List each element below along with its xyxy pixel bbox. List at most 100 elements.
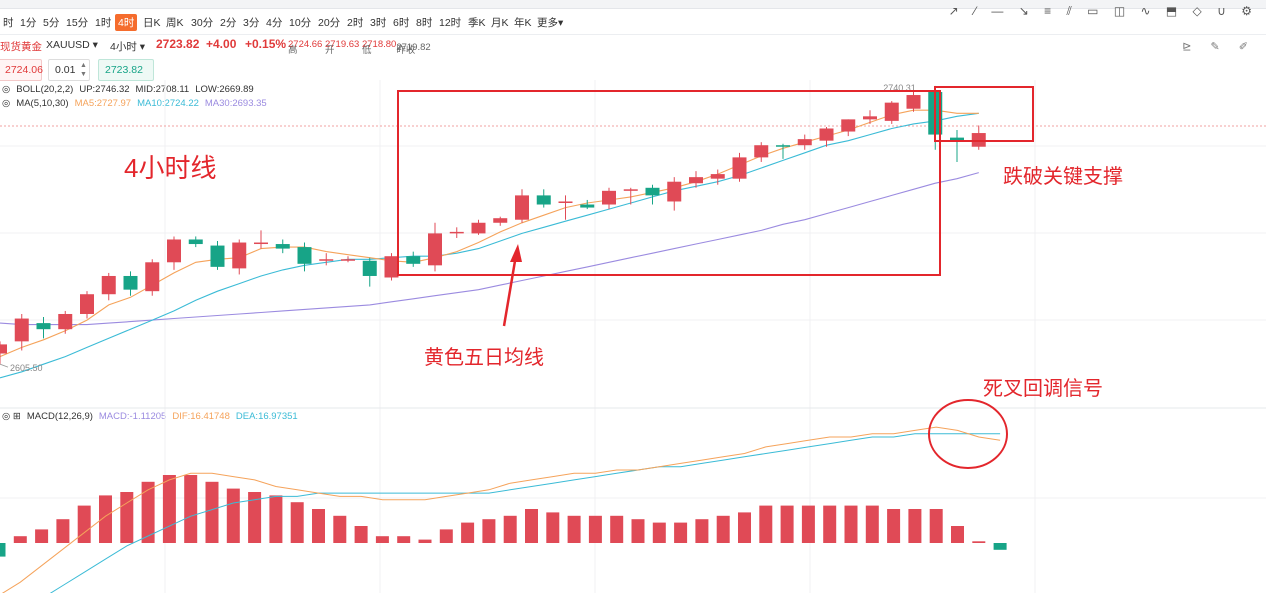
timeframe-tab[interactable]: 2时 <box>347 17 364 29</box>
sell-price-button[interactable]: 2724.06 <box>0 59 43 81</box>
candle-body <box>536 195 551 205</box>
macd-bar <box>695 519 709 543</box>
timeframe-tab[interactable]: 月K <box>491 17 509 29</box>
macd-bar <box>13 536 27 543</box>
macd-bar <box>801 505 815 543</box>
macd-bar <box>610 515 624 543</box>
candle-body <box>515 195 529 220</box>
timeframe-tab[interactable]: 年K <box>514 17 532 29</box>
macd-bar <box>546 512 560 543</box>
timeframe-tab[interactable]: 5分 <box>43 17 60 29</box>
symbol-code[interactable]: XAUUSD ▾ <box>46 39 98 51</box>
macd-bar <box>759 505 773 543</box>
boll-indicator-legend: ◎ BOLL(20,2,2) UP:2746.32 MID:2708.11 LOW:26… <box>2 84 260 95</box>
buy-price-button[interactable]: 2723.82 <box>98 59 154 81</box>
timeframe-tab[interactable]: 4时 <box>115 14 138 31</box>
macd-bar <box>631 519 645 543</box>
ma30-value: MA30:2693.35 <box>204 98 267 109</box>
candle-body <box>428 233 442 266</box>
timeframe-tab[interactable]: 1分 <box>20 17 37 29</box>
candle-body <box>0 344 7 354</box>
high-label: 高 <box>288 45 298 56</box>
period-select[interactable]: 4小时 ▾ <box>110 41 146 53</box>
candle-body <box>275 244 290 249</box>
chart-settings-icon[interactable]: ⊵ ✎ ✐ <box>1182 41 1256 53</box>
timeframe-tab[interactable]: 时 <box>3 17 14 29</box>
candle-body <box>362 260 377 276</box>
ma-label: MA(5,10,30) <box>16 98 69 109</box>
candle-body <box>471 222 486 234</box>
ma-indicator-legend: ◎ MA(5,10,30) MA5:2727.97 MA10:2724.22 MA30:… <box>2 98 273 109</box>
arrow-shaft <box>502 254 518 327</box>
timeframe-tab[interactable]: 3时 <box>370 17 387 29</box>
chart-title-annotation: 4小时线 <box>124 153 217 183</box>
macd-bar <box>887 509 901 543</box>
candle-body <box>906 95 921 109</box>
death-cross-annotation: 死叉回调信号 <box>983 378 1103 400</box>
macd-bar <box>993 543 1007 550</box>
drawing-tools-icon[interactable]: ↗ ⁄ — ↘ ≡ ⫽ ▭ ◫ ∿ ⬒ ◇ ∪ ⚙ <box>948 4 1258 18</box>
candle-body <box>732 157 747 179</box>
timeframe-tab[interactable]: 8时 <box>416 17 433 29</box>
timeframe-tab[interactable]: 4分 <box>266 17 283 29</box>
quantity-input[interactable]: 0.01 <box>48 59 90 81</box>
macd-bar <box>716 515 730 543</box>
timeframe-tab[interactable]: 2分 <box>220 17 237 29</box>
dea-line <box>49 433 1001 593</box>
arrow-head <box>510 244 522 262</box>
macd-bar <box>312 509 325 543</box>
candle-body <box>602 190 616 205</box>
symbol-info-bar: 现货黄金 XAUUSD ▾ 4小时 ▾ 2723.82 +4.00 +0.15%… <box>0 36 1266 56</box>
timeframe-tab[interactable]: 20分 <box>318 17 341 29</box>
dif-line <box>1 426 1001 593</box>
dif-value: DIF:16.41748 <box>172 411 230 422</box>
macd-bar <box>269 495 283 543</box>
macd-bar <box>503 515 517 543</box>
macd-bar <box>674 522 688 543</box>
boll-mid: MID:2708.11 <box>135 84 190 95</box>
prev-value: 2719.82 <box>396 42 431 53</box>
ohlc-summary: 高 2724.66 开 2719.63 低 2718.80 昨收 2719.82 <box>288 39 431 56</box>
candle-body <box>319 259 334 261</box>
last-price: 2723.82 <box>156 37 200 51</box>
symbol-name[interactable]: 现货黄金 <box>0 41 42 53</box>
candle-body <box>384 256 399 278</box>
death-cross-circle <box>928 399 1008 469</box>
timeframe-tab[interactable]: 1时 <box>95 17 112 29</box>
macd-value: MACD:-1.11205 <box>98 411 167 422</box>
visibility-icon[interactable]: ◎ <box>2 98 11 109</box>
timeframe-tab[interactable]: 季K <box>468 17 486 29</box>
candle-body <box>123 275 138 290</box>
macd-bar <box>0 543 6 557</box>
timeframe-tab[interactable]: 周K <box>166 17 184 29</box>
ma5-annotation: 黄色五日均线 <box>424 347 544 369</box>
macd-bar <box>141 481 155 543</box>
candle-body <box>210 245 225 267</box>
candle-body <box>145 262 160 292</box>
timeframe-tab[interactable]: 12时 <box>439 17 462 29</box>
candle-body <box>167 239 181 263</box>
candle-body <box>558 201 573 203</box>
candle-body <box>863 116 877 120</box>
visibility-icon[interactable]: ◎ <box>2 84 11 95</box>
prev-label: 昨收 <box>396 45 416 56</box>
timeframe-tab[interactable]: 30分 <box>191 17 214 29</box>
candle-body <box>928 92 943 135</box>
timeframe-tab[interactable]: 15分 <box>66 17 89 29</box>
macd-bar <box>418 539 432 543</box>
candle-body <box>797 139 812 146</box>
quantity-stepper-icon[interactable]: ▲ ▼ <box>80 62 87 78</box>
max-price-label: 2740.31 <box>883 83 916 93</box>
macd-bar <box>482 519 496 543</box>
macd-bar <box>844 505 858 543</box>
timeframe-tab[interactable]: 日K <box>143 17 161 29</box>
macd-bar <box>226 488 240 543</box>
timeframe-tab[interactable]: 10分 <box>289 17 312 29</box>
candle-body <box>884 102 899 121</box>
timeframe-tab[interactable]: 更多▾ <box>537 17 564 29</box>
timeframe-tab[interactable]: 6时 <box>393 17 410 29</box>
visibility-icon[interactable]: ◎ ⊞ <box>2 411 21 422</box>
candle-body <box>232 242 247 269</box>
boll-low: LOW:2669.89 <box>195 84 254 95</box>
timeframe-tab[interactable]: 3分 <box>243 17 260 29</box>
